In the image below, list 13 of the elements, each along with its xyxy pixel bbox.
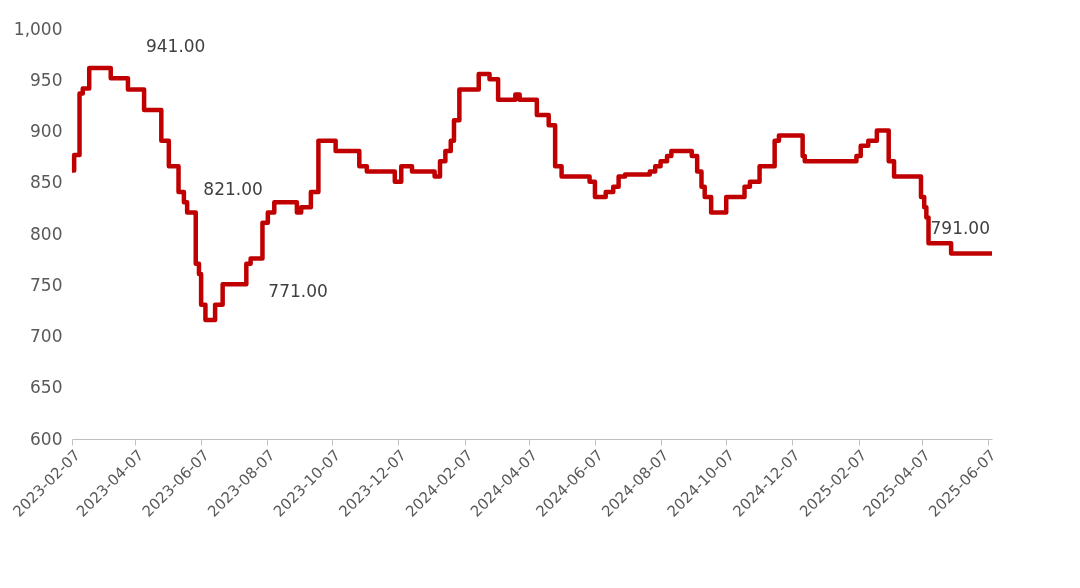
annotation: 821.00 [203,179,263,200]
y-tick-label: 600 [30,428,63,449]
y-tick-label: 700 [30,326,63,346]
annotation: 771.00 [268,280,328,301]
annotation: 941.00 [145,36,206,57]
y-tick-label: 850 [30,172,63,193]
y-tick-label: 750 [30,274,63,295]
annotation: 791.00 [930,218,990,239]
y-tick-label: 800 [30,223,63,244]
y-tick-label: 650 [30,377,63,398]
y-tick-label: 1,000 [13,18,63,39]
y-tick-label: 950 [30,69,63,90]
y-tick-label: 900 [30,121,63,141]
